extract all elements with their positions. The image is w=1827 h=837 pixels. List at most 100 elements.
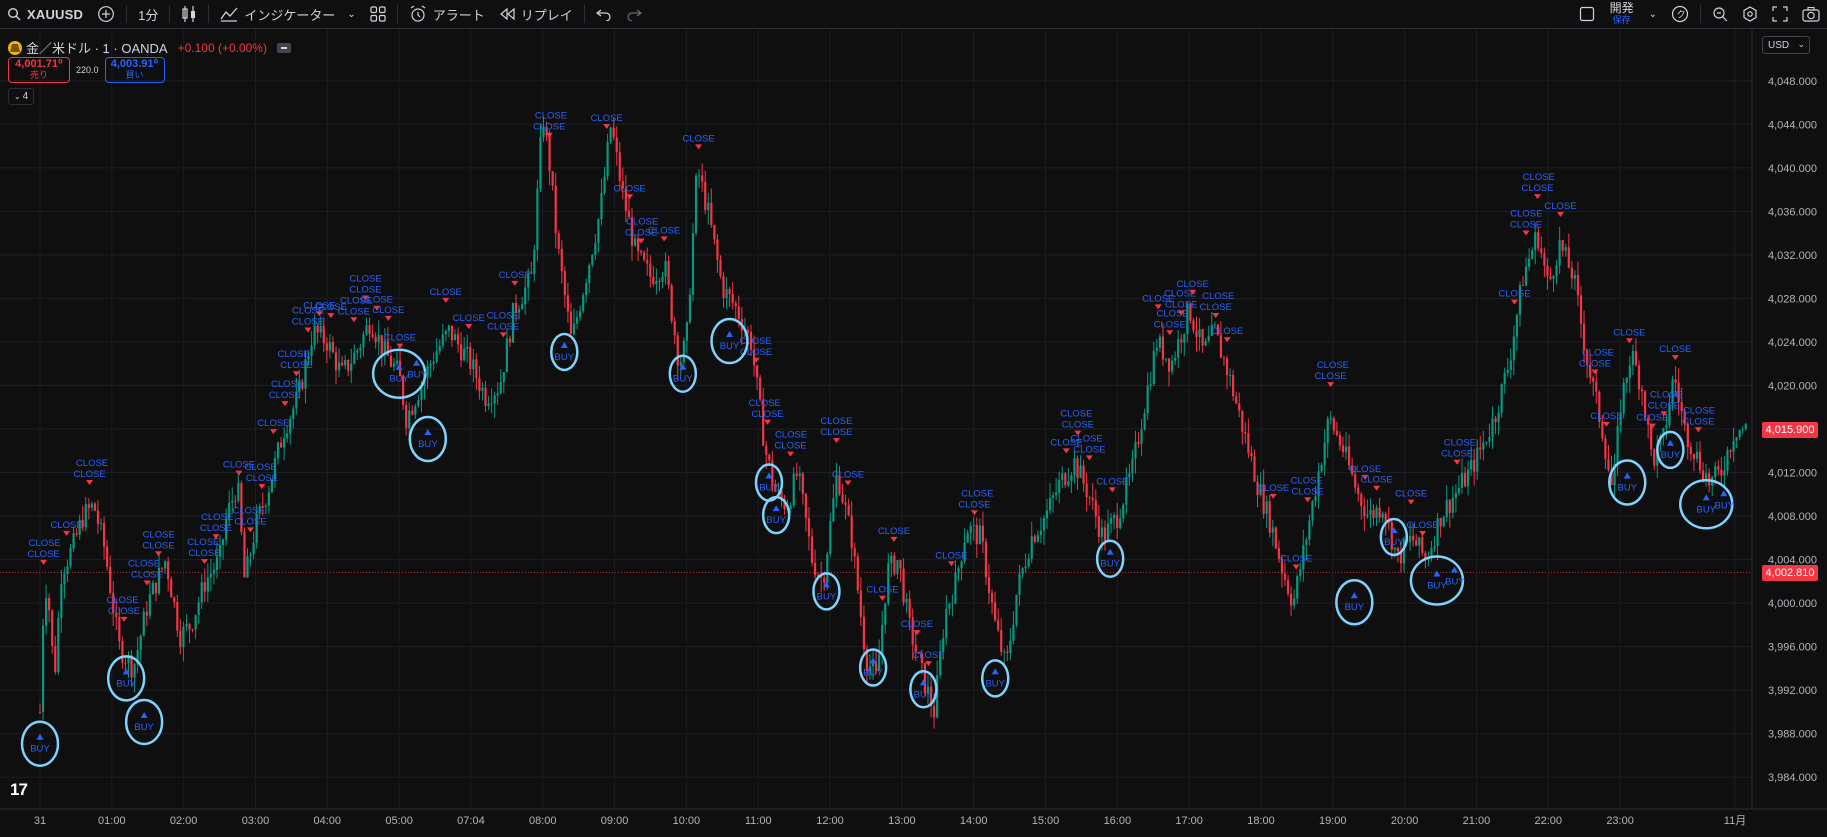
candle-body <box>90 503 93 508</box>
candle-body <box>505 338 508 373</box>
candle-body <box>685 322 689 341</box>
replay-button[interactable]: リプレイ <box>492 0 580 28</box>
candle-body <box>673 321 676 336</box>
close-arrow <box>1648 423 1656 429</box>
close-label: CLOSE <box>648 225 680 236</box>
candle-body <box>728 289 731 295</box>
snapshot-button[interactable] <box>1795 0 1827 28</box>
buy-signal-circle <box>812 572 841 611</box>
buy-signal-circle <box>1379 517 1409 557</box>
candle-body <box>72 533 75 549</box>
close-label: CLOSE <box>107 595 139 606</box>
close-label: CLOSE <box>1521 183 1553 194</box>
close-label: CLOSE <box>361 295 393 306</box>
candle-body <box>908 598 911 618</box>
candle-body <box>899 560 902 569</box>
close-label: CLOSE <box>912 650 944 661</box>
x-tick-label: 11月 <box>1724 815 1746 827</box>
candle-body <box>502 372 505 383</box>
candle-body <box>270 479 274 493</box>
candle-body <box>1582 323 1586 351</box>
candle-body <box>1412 535 1415 541</box>
candle-body <box>609 127 612 143</box>
candle-body <box>1396 547 1400 552</box>
candle-body <box>283 438 286 448</box>
chart-type-button[interactable] <box>174 0 204 28</box>
close-label: CLOSE <box>751 409 783 420</box>
chart-legend: 金／米ドル · 1 · OANDA +0.100 (+0.00%) <box>8 38 291 57</box>
close-label: CLOSE <box>740 336 772 347</box>
candle-body <box>383 341 386 355</box>
close-arrow <box>660 236 668 242</box>
candle-body <box>438 345 441 352</box>
candle-body <box>841 494 844 503</box>
candle-body <box>206 577 209 592</box>
fullscreen-button[interactable] <box>1765 0 1795 28</box>
buy-arrow <box>1350 592 1358 599</box>
layouts-button[interactable] <box>363 0 393 28</box>
alert-button[interactable]: アラート <box>402 0 492 28</box>
buy-button[interactable]: 4,003.91⁰ 買い <box>104 57 165 83</box>
tradingview-logo[interactable]: 17 <box>10 780 28 799</box>
candle-body <box>310 345 313 357</box>
candle-body <box>1558 240 1561 266</box>
indicators-collapse-button[interactable]: ⌄ 4 <box>8 88 34 105</box>
candle-body <box>1347 446 1351 466</box>
candle-body <box>884 603 887 625</box>
legend-title[interactable]: 金／米ドル · 1 · OANDA <box>26 41 168 56</box>
candle-body <box>957 568 960 573</box>
candle-body <box>344 359 347 366</box>
redo-button[interactable] <box>619 0 649 28</box>
compare-button[interactable] <box>90 0 122 28</box>
candle-body <box>1290 593 1293 606</box>
hide-legend-button[interactable] <box>276 42 291 53</box>
settings-button[interactable] <box>1735 0 1765 28</box>
buy-label: BUY <box>1714 500 1734 511</box>
candle-body <box>1174 357 1177 361</box>
close-arrow <box>315 311 323 317</box>
candlestick-chart[interactable]: CLOSECLOSECLOSECLOSECLOSECLOSECLOSECLOSE… <box>0 29 1827 837</box>
candle-body <box>719 259 722 277</box>
save-button[interactable]: 開発 保存 <box>1602 2 1642 26</box>
candle-body <box>240 483 243 533</box>
candle-body <box>484 387 487 406</box>
candle-body <box>1503 372 1506 384</box>
candle-body <box>286 433 289 439</box>
candle-body <box>325 343 328 351</box>
candle-body <box>1286 579 1290 594</box>
indicators-button[interactable]: インジケーター ⌄ <box>213 0 362 28</box>
close-label: CLOSE <box>935 550 967 561</box>
candle-body <box>1030 536 1033 559</box>
candle-body <box>41 625 45 713</box>
candle-body <box>359 347 362 351</box>
candle-body <box>1305 539 1308 545</box>
candle-body <box>1344 446 1348 452</box>
candle-body <box>402 376 405 406</box>
currency-select[interactable]: USD ⌄ <box>1762 36 1810 54</box>
candle-body <box>508 338 512 343</box>
candle-body <box>1137 442 1140 444</box>
candle-body <box>441 334 444 346</box>
candle-body <box>1143 413 1146 430</box>
candle-body <box>871 661 875 667</box>
close-label: CLOSE <box>201 512 233 523</box>
undo-button[interactable] <box>589 0 619 28</box>
close-label: CLOSE <box>271 379 303 390</box>
layout-menu-button[interactable]: ⌄ <box>1642 0 1664 28</box>
chart-pane[interactable]: CLOSE CLOSE CLOSE CLOSE CLOSE CLOSE CLOSE CLOSE… <box>0 29 1827 837</box>
sell-button[interactable]: 4,001.71⁰ 売り <box>8 57 70 83</box>
quick-search-button[interactable]: ク <box>1664 0 1696 28</box>
interval-button[interactable]: 1分 <box>131 0 165 28</box>
zoom-search-button[interactable] <box>1705 0 1735 28</box>
x-tick-label: 21:00 <box>1463 815 1491 827</box>
gear-icon <box>1742 6 1758 22</box>
close-arrow <box>1419 530 1427 536</box>
close-label: CLOSE <box>269 390 301 401</box>
symbol-search[interactable]: XAUUSD <box>0 0 90 28</box>
fullscreen-toggle-button[interactable] <box>1572 0 1602 28</box>
candle-body <box>752 349 756 366</box>
close-arrow <box>1522 230 1530 236</box>
close-label: CLOSE <box>961 488 993 499</box>
candle-body <box>1531 250 1534 259</box>
chevron-down-icon: ⌄ <box>1797 39 1805 49</box>
